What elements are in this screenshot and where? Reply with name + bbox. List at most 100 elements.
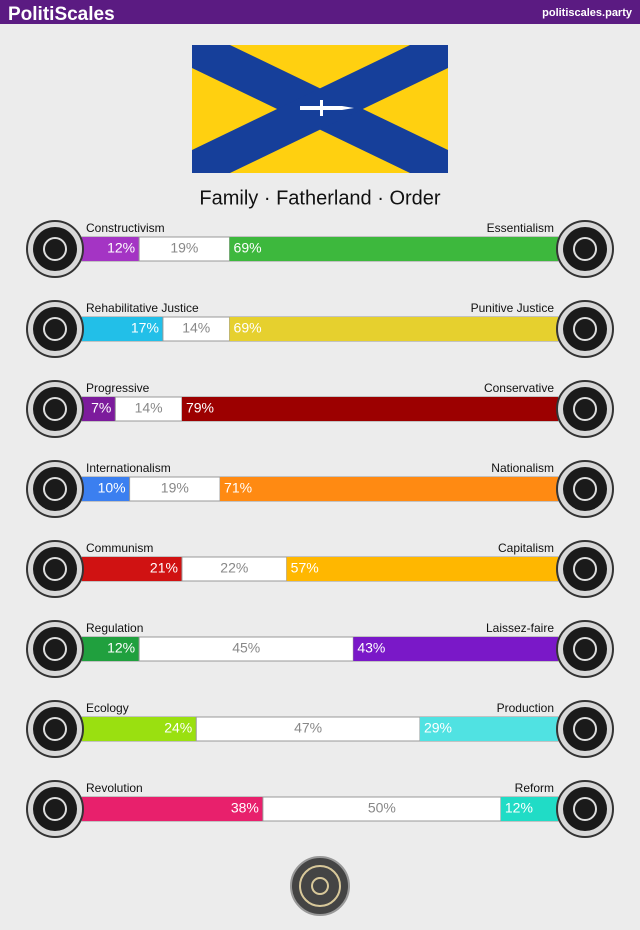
left-axis-name: Rehabilitative Justice bbox=[86, 301, 199, 315]
axis-icon-inner bbox=[33, 627, 77, 671]
axis-icon-detail bbox=[573, 557, 597, 581]
neutral-percent: 14% bbox=[182, 320, 210, 336]
right-bar bbox=[220, 477, 559, 501]
left-percent: 10% bbox=[98, 480, 126, 496]
left-axis-name: Constructivism bbox=[86, 221, 165, 235]
left-bar bbox=[82, 717, 197, 741]
right-percent: 69% bbox=[234, 320, 262, 336]
right-percent: 69% bbox=[234, 240, 262, 256]
axis-icon-detail bbox=[43, 317, 67, 341]
axis-icon-detail bbox=[43, 717, 67, 741]
right-bar bbox=[500, 797, 558, 821]
axis-icon-inner bbox=[33, 467, 77, 511]
header-bar bbox=[0, 0, 640, 24]
left-axis-name: Communism bbox=[86, 541, 153, 555]
neutral-percent: 45% bbox=[232, 640, 260, 656]
axis-icon-detail bbox=[43, 797, 67, 821]
neutral-bar bbox=[129, 476, 221, 502]
right-axis-name: Production bbox=[497, 701, 554, 715]
axis-icon-detail bbox=[573, 717, 597, 741]
axis-icon-inner bbox=[33, 787, 77, 831]
right-bar bbox=[181, 397, 558, 421]
axis-icon-detail bbox=[573, 317, 597, 341]
left-percent: 24% bbox=[164, 720, 192, 736]
app-title: PolitiScales bbox=[8, 4, 115, 25]
right-percent: 57% bbox=[291, 560, 319, 576]
left-percent: 38% bbox=[231, 800, 259, 816]
left-percent: 17% bbox=[131, 320, 159, 336]
left-axis-name: Ecology bbox=[86, 701, 129, 715]
left-percent: 21% bbox=[150, 560, 178, 576]
axis-icon-detail bbox=[573, 237, 597, 261]
right-axis-name: Laissez-faire bbox=[486, 621, 554, 635]
axis-icon-detail bbox=[573, 397, 597, 421]
neutral-percent: 19% bbox=[170, 240, 198, 256]
axis-icon-inner bbox=[33, 387, 77, 431]
right-axis-name: Essentialism bbox=[487, 221, 554, 235]
axis-icon-inner bbox=[33, 227, 77, 271]
axis-icon-detail bbox=[43, 637, 67, 661]
left-percent: 12% bbox=[107, 240, 135, 256]
neutral-bar bbox=[138, 636, 354, 662]
neutral-percent: 14% bbox=[135, 400, 163, 416]
bottom-emblem bbox=[290, 856, 350, 916]
left-axis-name: Regulation bbox=[86, 621, 143, 635]
axis-icon-inner bbox=[563, 387, 607, 431]
motto: Family · Fatherland · Order bbox=[199, 187, 441, 209]
right-axis-name: Conservative bbox=[484, 381, 554, 395]
axis-icon-inner bbox=[33, 707, 77, 751]
right-axis-name: Punitive Justice bbox=[471, 301, 555, 315]
right-bar bbox=[286, 557, 558, 581]
right-percent: 71% bbox=[224, 480, 252, 496]
right-percent: 79% bbox=[186, 400, 214, 416]
right-axis-name: Capitalism bbox=[498, 541, 554, 555]
axis-icon-inner bbox=[563, 627, 607, 671]
left-percent: 12% bbox=[107, 640, 135, 656]
left-percent: 7% bbox=[91, 400, 111, 416]
neutral-percent: 19% bbox=[161, 480, 189, 496]
right-bar bbox=[419, 717, 558, 741]
left-bar bbox=[82, 317, 163, 341]
axis-icon-inner bbox=[563, 467, 607, 511]
right-bar bbox=[353, 637, 558, 661]
neutral-percent: 22% bbox=[220, 560, 248, 576]
right-axis-name: Reform bbox=[515, 781, 554, 795]
neutral-bar bbox=[181, 556, 288, 582]
axis-icon-detail bbox=[43, 477, 67, 501]
neutral-percent: 47% bbox=[294, 720, 322, 736]
right-axis-name: Nationalism bbox=[491, 461, 554, 475]
axis-icon-detail bbox=[43, 237, 67, 261]
axis-icon-detail bbox=[43, 397, 67, 421]
left-bar bbox=[82, 557, 182, 581]
right-bar bbox=[229, 317, 558, 341]
right-bar bbox=[229, 237, 558, 261]
neutral-percent: 50% bbox=[368, 800, 396, 816]
left-bar bbox=[82, 397, 116, 421]
neutral-bar bbox=[262, 796, 502, 822]
neutral-bar bbox=[114, 396, 183, 422]
right-percent: 29% bbox=[424, 720, 452, 736]
left-bar bbox=[82, 237, 140, 261]
left-axis-name: Revolution bbox=[86, 781, 143, 795]
axis-icon-detail bbox=[43, 557, 67, 581]
axis-icon-inner bbox=[563, 787, 607, 831]
axis-icon-inner bbox=[563, 307, 607, 351]
axis-icon-inner bbox=[563, 547, 607, 591]
axis-icon-inner bbox=[563, 707, 607, 751]
axis-icon-inner bbox=[33, 307, 77, 351]
right-percent: 43% bbox=[357, 640, 385, 656]
right-percent: 12% bbox=[505, 800, 533, 816]
left-bar bbox=[82, 477, 130, 501]
axis-icon-inner bbox=[563, 227, 607, 271]
left-bar bbox=[82, 797, 263, 821]
left-axis-name: Internationalism bbox=[86, 461, 171, 475]
neutral-bar bbox=[162, 316, 231, 342]
site-url[interactable]: politiscales.party bbox=[542, 7, 633, 19]
axis-icon-detail bbox=[573, 477, 597, 501]
axis-icon-detail bbox=[573, 797, 597, 821]
left-axis-name: Progressive bbox=[86, 381, 150, 395]
axis-icon-inner bbox=[33, 547, 77, 591]
axis-icon-detail bbox=[573, 637, 597, 661]
